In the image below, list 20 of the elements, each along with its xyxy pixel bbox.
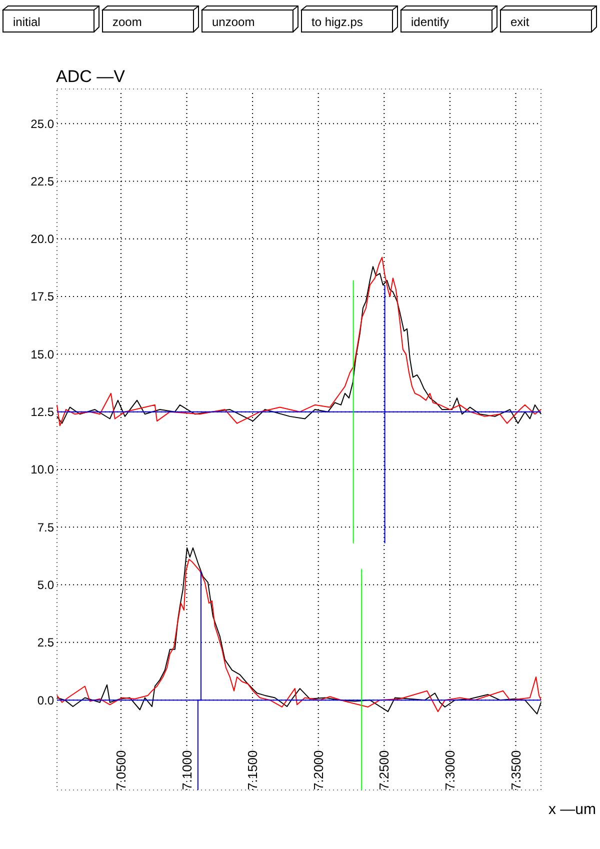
- x-tick-label: 7.3500: [508, 750, 524, 790]
- y-tick-label: 15.0: [30, 347, 54, 362]
- x-tick-label: 7.3000: [442, 750, 458, 790]
- y-tick-label: 7.5: [37, 520, 54, 534]
- x-tick-label: 7.2500: [376, 750, 392, 790]
- x-tick-label: 7.2000: [310, 750, 326, 790]
- y-tick-label: 0.0: [37, 693, 54, 708]
- y-tick-label: 2.5: [37, 636, 54, 650]
- y-axis-title: ADC —V: [56, 67, 126, 86]
- x-tick-label: 7.1500: [245, 750, 260, 790]
- y-tick-label: 20.0: [30, 232, 54, 246]
- y-tick-label: 22.5: [30, 174, 54, 188]
- x-tick-label: 7.1000: [179, 750, 194, 790]
- y-tick-label: 25.0: [30, 116, 54, 131]
- y-tick-label: 12.5: [30, 405, 54, 420]
- y-tick-label: 5.0: [37, 578, 54, 592]
- y-tick-label: 10.0: [30, 462, 54, 477]
- y-tick-label: 17.5: [30, 290, 54, 304]
- x-axis-title: x —um: [548, 801, 596, 818]
- x-tick-label: 7.0500: [114, 750, 129, 790]
